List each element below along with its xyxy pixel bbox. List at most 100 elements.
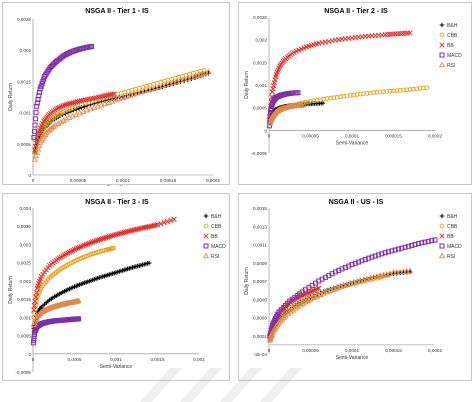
data-point [371,90,376,95]
data-point [406,267,414,274]
data-point [35,142,43,149]
x-tick-label: 0,00015 [385,348,402,353]
data-point [294,303,302,309]
data-point [33,116,39,122]
data-point [34,100,40,106]
data-point [395,246,401,252]
y-tick-label: 0,002 [256,38,268,43]
data-point [31,128,37,134]
y-tick-label: 0,0015 [17,79,31,84]
data-point [148,85,155,92]
data-point [50,123,57,129]
x-axis-label: Semi-Variance [100,364,133,370]
data-point [415,241,421,247]
data-point [320,100,326,106]
y-tick-label: 0,0015 [253,60,267,65]
legend-marker [203,243,209,249]
x-tick-label: 0,002 [193,357,205,362]
x-tick-label: 0 [32,178,35,183]
data-point [33,110,39,116]
y-tick-label: -1E-04 [253,352,267,357]
data-point [109,91,115,97]
legend-marker [439,42,445,48]
data-point [188,74,195,80]
data-point [267,110,273,116]
data-point [111,245,116,251]
data-point [400,268,407,274]
x-tick-label: 0,0002 [206,178,220,183]
y-tick-label: 0 [28,173,31,178]
legend-marker [438,61,446,68]
chart-panel-tier2: NSGA II - Tier 2 - IS -0,0005 0 0,0005 0,001… [238,2,472,185]
data-point [130,90,137,97]
data-point [80,243,86,249]
data-point [389,248,395,254]
x-tick-label: 0,00015 [385,133,402,138]
data-point [73,106,79,112]
data-point [31,303,38,309]
data-point [412,242,418,247]
y-tick-label: 0,0003 [253,316,267,321]
data-point [163,81,170,88]
legend-label: B&H [211,214,222,220]
data-point [349,262,355,268]
legend-label: CBB [447,33,458,39]
tier1-scatter-chart: NSGA II - Tier 1 - IS 0 0,0005 0,001 0,0015 0… [8,8,220,191]
data-point [397,87,403,93]
data-point [69,100,75,106]
tier3-scatter-chart: NSGA II - Tier 3 - IS -0,0005 0 0,0005 0,001… [8,199,226,375]
legend-marker [439,22,445,28]
y-tick-label: 0,002 [20,279,32,284]
x-tick-label: 0,0005 [67,357,81,362]
series-rsi [266,267,414,343]
data-point [364,90,370,96]
data-point [396,268,404,275]
data-point [86,240,93,246]
x-tick-label: 0 [32,357,35,362]
data-point [32,122,38,128]
data-point [32,152,40,159]
data-point [76,316,82,322]
data-point [381,89,386,95]
y-tick-label: 0,0007 [253,279,267,284]
data-point [407,87,413,92]
data-point [299,102,306,108]
series-rsi [30,297,82,327]
y-tick-label: 0,002 [20,48,32,53]
y-tick-label: 0,004 [20,206,32,211]
series-macd [31,43,94,141]
y-tick-label: 0 [28,352,31,357]
data-point [346,263,352,269]
data-point [390,269,397,276]
data-point [161,219,167,226]
data-point [164,218,171,225]
legend-label: BB [447,43,454,49]
y-tick-label: 0,001 [20,111,32,116]
legend-marker [203,223,209,229]
data-point [152,84,159,91]
x-axis-label: Semi-Variance [336,140,369,146]
data-point [123,93,130,99]
data-point [101,235,108,241]
data-point [64,107,70,113]
data-point [154,222,161,228]
data-point [106,233,113,240]
x-tick-label: 0,0002 [428,133,442,138]
x-tick-label: 0 [268,133,271,138]
data-point [407,30,413,36]
y-axis-label: Daily Return [8,276,14,304]
y-tick-label: 0,001 [20,315,32,320]
data-point [45,127,52,134]
data-point [55,120,62,126]
x-tick-label: 0,0015 [150,357,164,362]
x-tick-label: 0,0001 [345,348,359,353]
data-point [171,216,177,222]
legend-label: RSI [211,254,219,260]
data-point [60,117,67,123]
data-point [342,264,348,270]
legend-marker [439,243,445,249]
data-point [31,135,37,141]
data-point [382,250,388,256]
y-tick-label: 0,0001 [253,334,267,339]
data-point [79,105,84,110]
